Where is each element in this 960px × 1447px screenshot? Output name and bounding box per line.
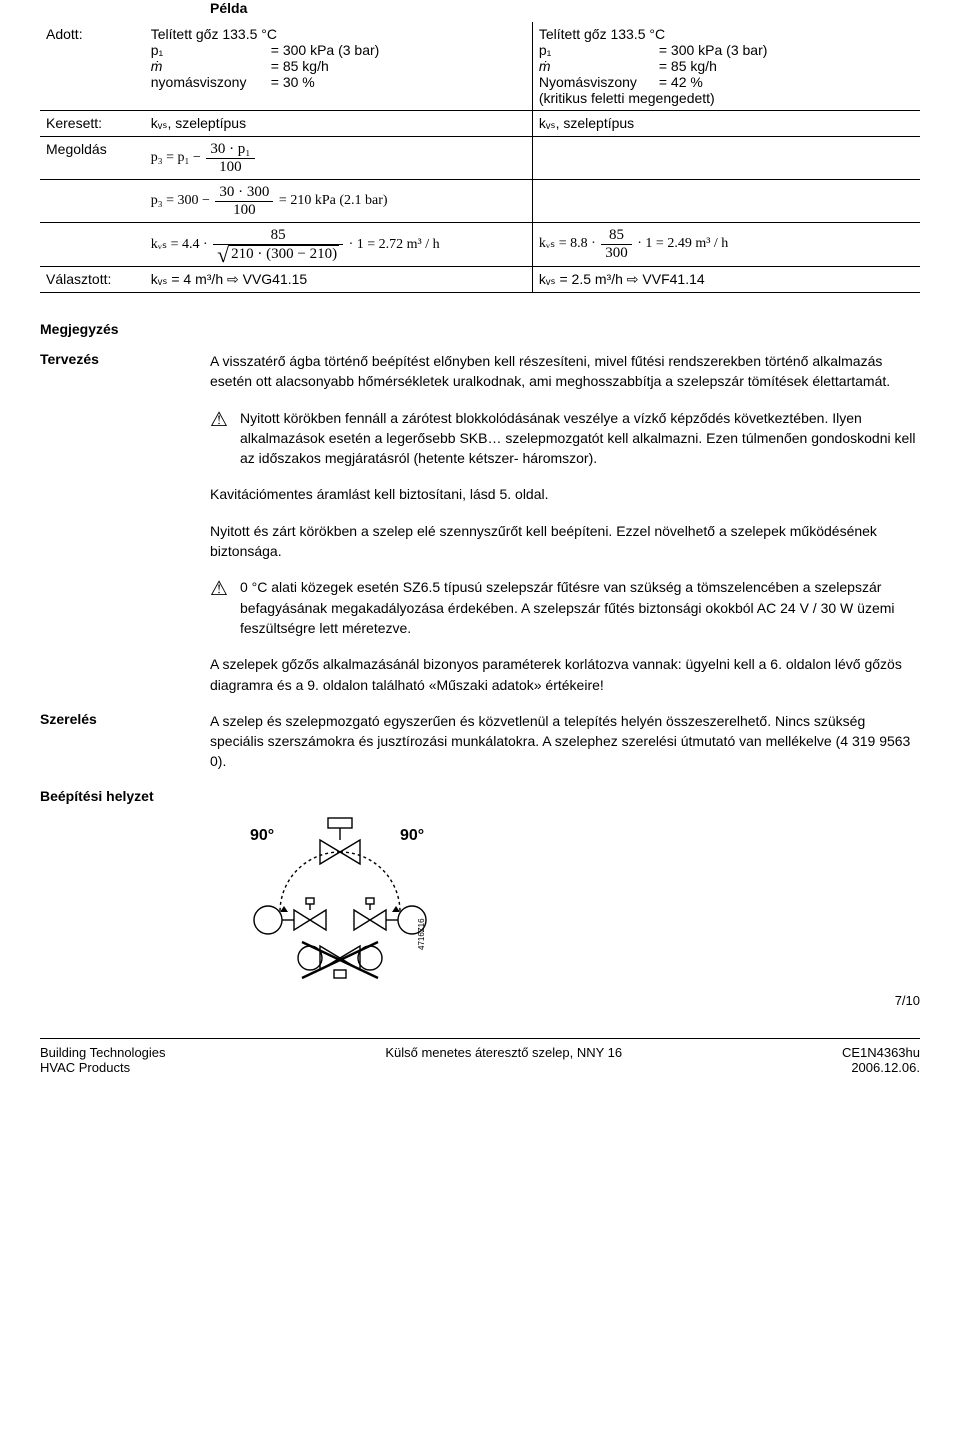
eq2-lhs: p₃ = 300 − — [151, 193, 210, 208]
right-ratio-label: Nyomásviszony — [539, 74, 659, 90]
page-number: 7/10 — [40, 993, 920, 1008]
sought-left: kᵥₛ, szeleptípus — [145, 111, 533, 137]
eq1-den: 100 — [206, 159, 254, 176]
given-left: Telített gőz 133.5 °C p₁= 300 kPa (3 bar… — [145, 22, 533, 111]
eq2-rhs: = 210 kPa (2.1 bar) — [279, 193, 388, 208]
left-m-label: ṁ — [151, 58, 271, 74]
svg-label-text: 4716Z16 — [417, 918, 426, 950]
warn2-text: 0 °C alati közegek esetén SZ6.5 típusú s… — [240, 577, 920, 638]
eq2-num: 30 · 300 — [215, 184, 273, 202]
warning-icon: ⚠ — [210, 408, 240, 469]
req-rhs: · 1 = 2.49 m³ / h — [637, 236, 728, 251]
footer-right2: 2006.12.06. — [842, 1060, 920, 1075]
given-right: Telített gőz 133.5 °C p₁= 300 kPa (3 bar… — [532, 22, 920, 111]
right-m-val: = 85 kg/h — [659, 58, 717, 74]
sought-label: Keresett: — [40, 111, 145, 137]
right-ratio-note: (kritikus feletti megengedett) — [539, 90, 914, 106]
sought-right: kᵥₛ, szeleptípus — [532, 111, 920, 137]
eq1-num: 30 · p₁ — [206, 141, 254, 159]
eq1-lhs: p₃ = p₁ − — [151, 150, 201, 165]
right-ratio-val: = 42 % — [659, 74, 703, 90]
eq3-num: 85 — [213, 227, 343, 245]
sol-right-eq: kᵥₛ = 8.8 · 85300 · 1 = 2.49 m³ / h — [532, 223, 920, 267]
footer-left1: Building Technologies — [40, 1045, 166, 1060]
mount-text: A szelep és szelepmozgató egyszerűen és … — [210, 711, 920, 772]
sol-right-empty1 — [532, 137, 920, 180]
filter-text: Nyitott és zárt körökben a szelep elé sz… — [210, 521, 920, 562]
mount-label: Szerelés — [40, 711, 210, 772]
eq2-den: 100 — [215, 202, 273, 219]
right-p1-val: = 300 kPa (3 bar) — [659, 42, 768, 58]
angle-left: 90° — [250, 827, 274, 844]
chosen-label: Választott: — [40, 267, 145, 293]
req-num: 85 — [601, 227, 632, 245]
left-ratio-val: = 30 % — [271, 74, 315, 90]
chosen-right: kᵥₛ = 2.5 m³/h ⇨ VVF41.14 — [532, 267, 920, 293]
left-p1-val: = 300 kPa (3 bar) — [271, 42, 380, 58]
req-lhs: kᵥₛ = 8.8 · — [539, 236, 596, 251]
steam-text: A szelepek gőzős alkalmazásánál bizonyos… — [210, 654, 920, 695]
cav-text: Kavitációmentes áramlást kell biztosítan… — [210, 484, 920, 504]
solution-label: Megoldás — [40, 137, 145, 180]
page-footer: Building Technologies HVAC Products Küls… — [40, 1038, 920, 1075]
example-table: Adott: Telített gőz 133.5 °C p₁= 300 kPa… — [40, 22, 920, 293]
footer-center: Külső menetes áteresztő szelep, NNY 16 — [166, 1045, 842, 1075]
right-p1-label: p₁ — [539, 42, 659, 58]
left-ratio-label: nyomásviszony — [151, 74, 271, 90]
sol-right-empty2 — [532, 180, 920, 223]
chosen-left: kᵥₛ = 4 m³/h ⇨ VVG41.15 — [145, 267, 533, 293]
example-heading: Példa — [210, 0, 920, 16]
mounting-diagram: 90° 90° 4716Z16 — [210, 810, 920, 983]
eq3-den-sqrt: 210 · (300 − 210) — [229, 245, 339, 263]
right-m-label: ṁ — [539, 58, 659, 74]
footer-right1: CE1N4363hu — [842, 1045, 920, 1060]
notes-heading: Megjegyzés — [40, 321, 920, 337]
eq3-rhs: · 1 = 2.72 m³ / h — [349, 237, 440, 252]
warn1-text: Nyitott körökben fennáll a zárótest blok… — [240, 408, 920, 469]
sol-left-eq3: kᵥₛ = 4.4 · 85 210 · (300 − 210) · 1 = 2… — [145, 223, 533, 267]
given-label: Adott: — [40, 22, 145, 111]
sol-left-eq2: p₃ = 300 − 30 · 300100 = 210 kPa (2.1 ba… — [145, 180, 533, 223]
design-p1: A visszatérő ágba történő beépítést előn… — [210, 351, 920, 392]
left-p1-label: p₁ — [151, 42, 271, 58]
warning-icon: ⚠ — [210, 577, 240, 638]
req-den: 300 — [601, 245, 632, 262]
angle-right: 90° — [400, 827, 424, 844]
eq3-lhs: kᵥₛ = 4.4 · — [151, 237, 208, 252]
sol-left-eq1: p₃ = p₁ − 30 · p₁100 — [145, 137, 533, 180]
design-label: Tervezés — [40, 351, 210, 392]
pos-label: Beépítési helyzet — [40, 788, 210, 804]
left-line1: Telített gőz 133.5 °C — [151, 26, 526, 42]
footer-left2: HVAC Products — [40, 1060, 166, 1075]
right-line1: Telített gőz 133.5 °C — [539, 26, 914, 42]
left-m-val: = 85 kg/h — [271, 58, 329, 74]
